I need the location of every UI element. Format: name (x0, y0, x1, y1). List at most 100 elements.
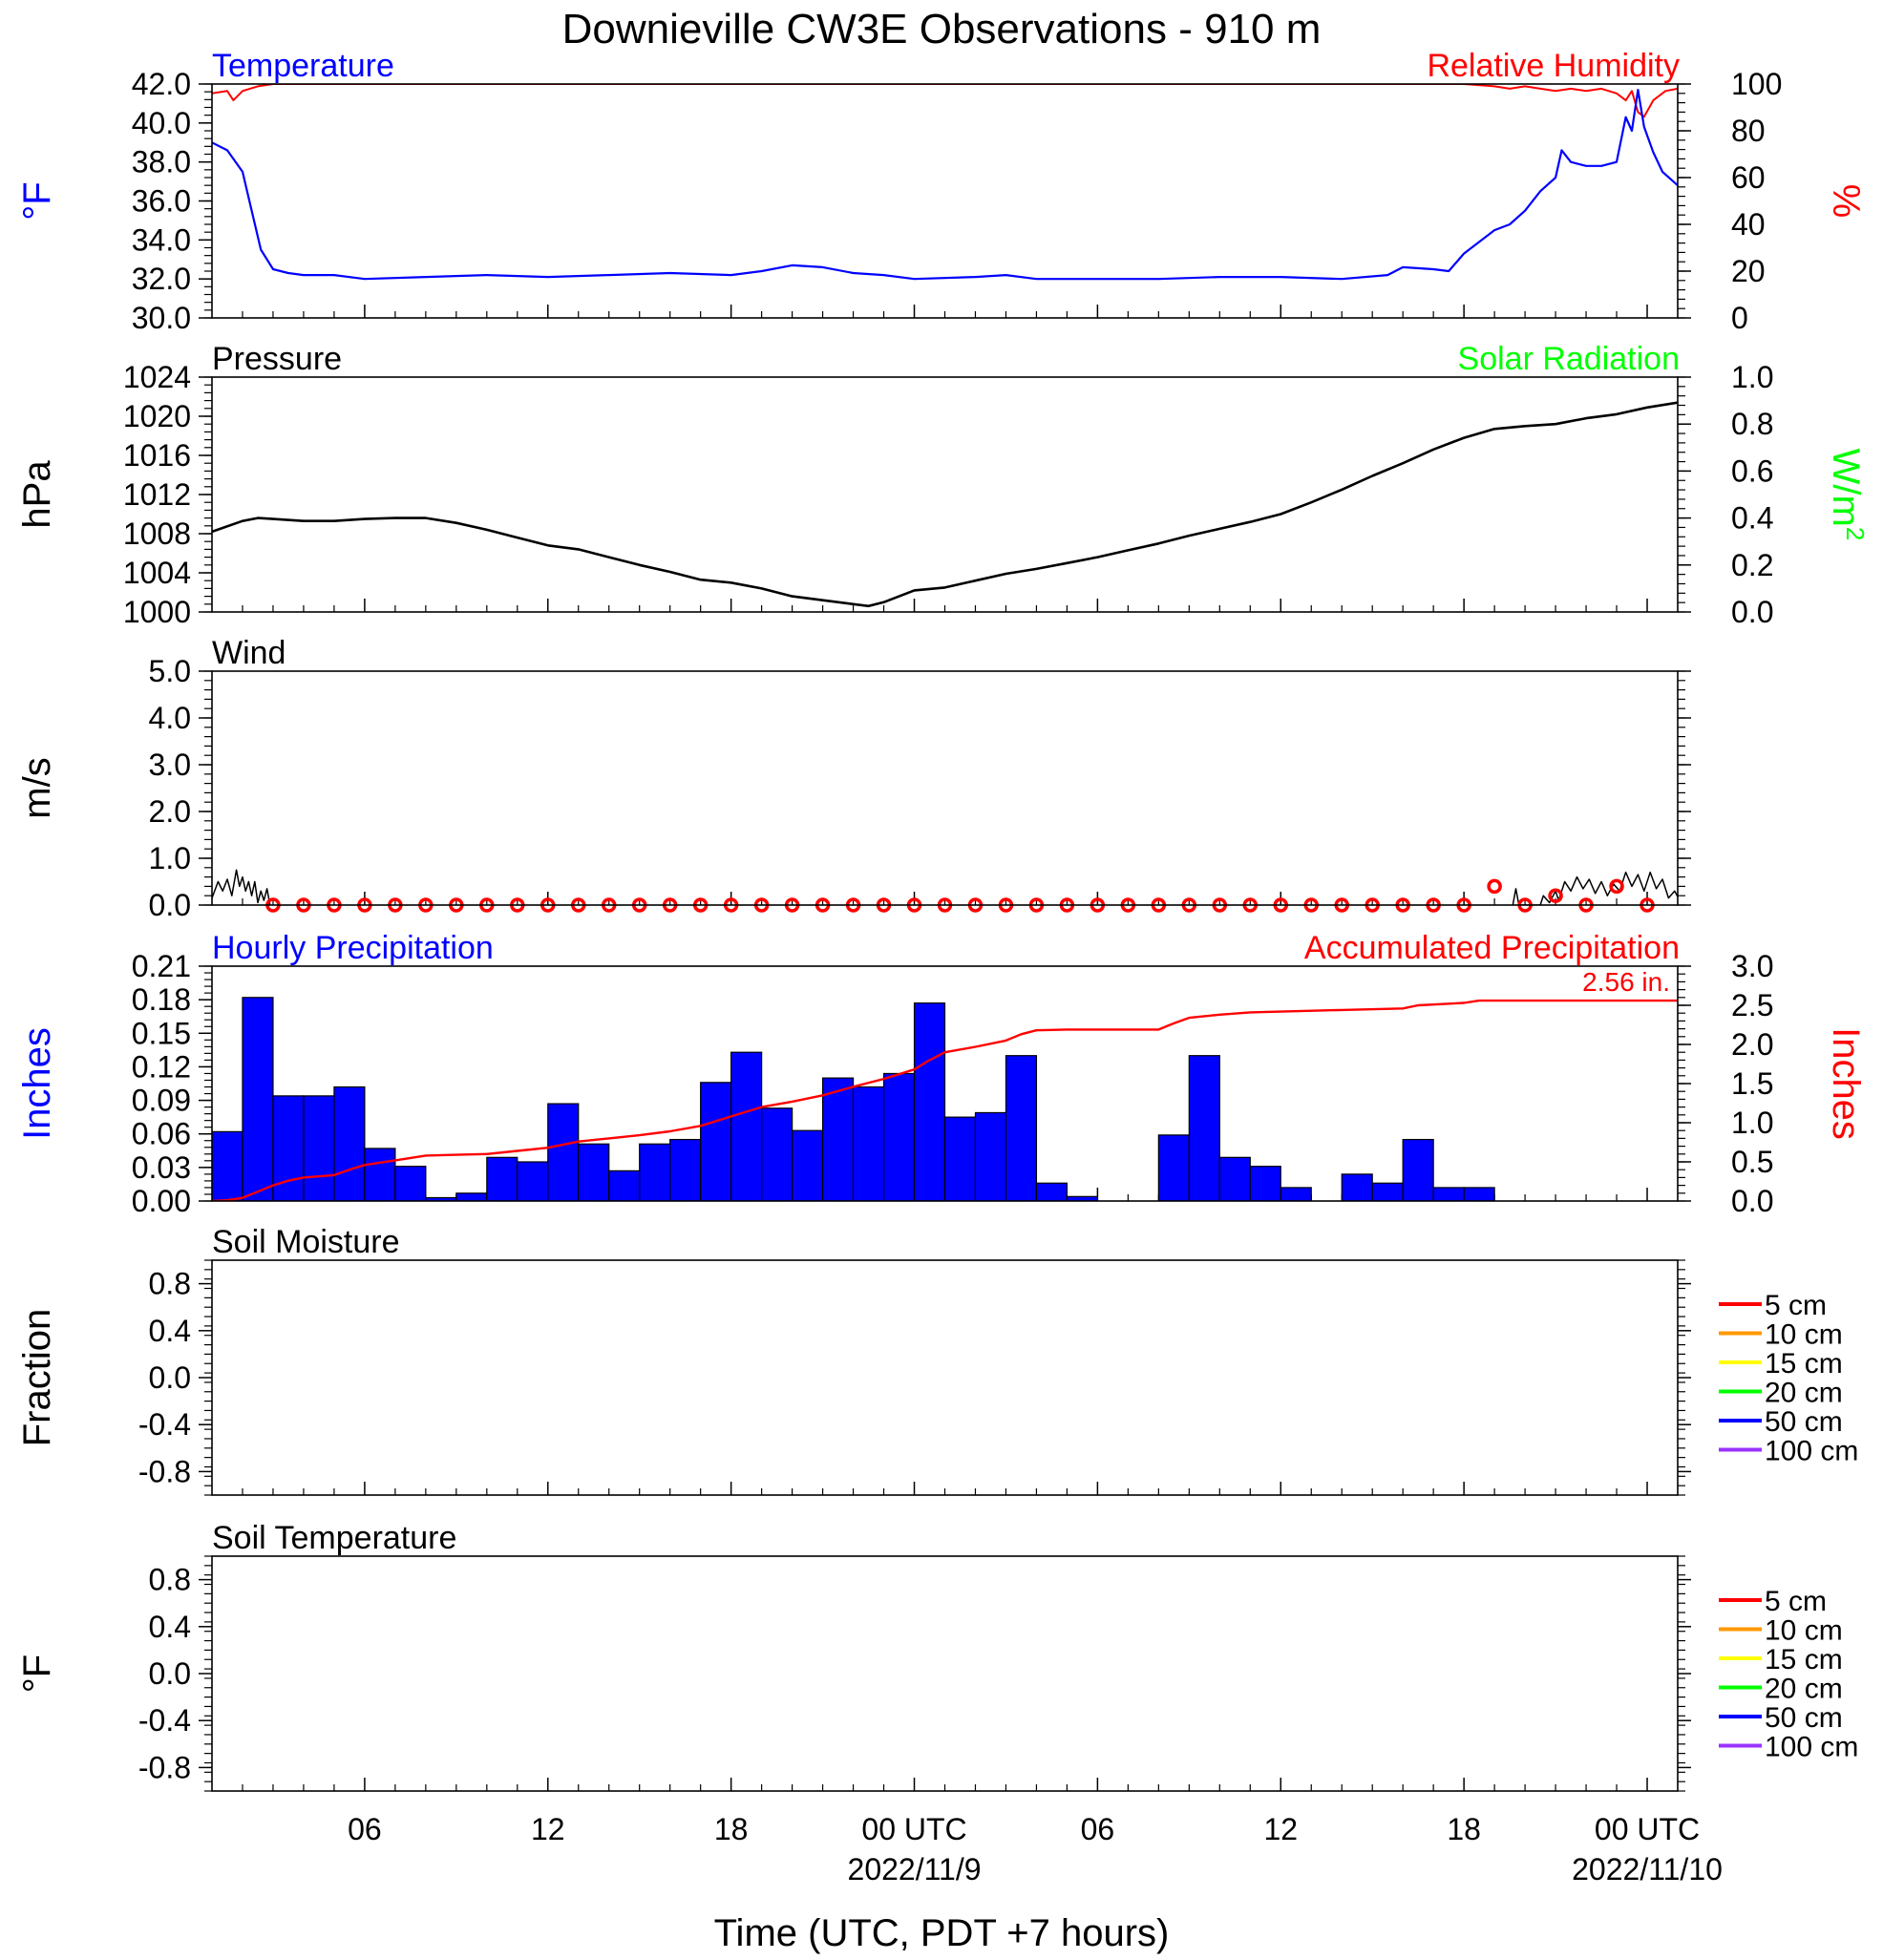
panel-precipitation: 0.000.030.060.090.120.150.180.21 0.0 0.5 1.… (16, 930, 1867, 1218)
y-axis-label-left: °F (16, 181, 58, 220)
y-tick-label-right: 3.0 (1731, 949, 1773, 983)
plot-area (212, 997, 1678, 1201)
legend-label: 20 cm (1765, 1378, 1843, 1409)
x-tick-label: 12 (1263, 1812, 1298, 1846)
y-tick-label-right: 0.4 (1731, 501, 1773, 536)
legend-label: 15 cm (1765, 1644, 1843, 1675)
y-tick-label-right: 1.5 (1731, 1066, 1773, 1101)
hourly-precip-bar (792, 1129, 824, 1201)
y-tick-label: 1012 (123, 477, 191, 512)
y-tick-label-right: 80 (1731, 114, 1766, 148)
hourly-precip-bar (242, 997, 274, 1201)
time-axis: 06 12 18 00 UTC 2022/11/9 06 12 18 00 UTC 2022/11… (348, 1812, 1723, 1886)
hourly-precip-bar (974, 1111, 1007, 1201)
hourly-precip-bar (1157, 1134, 1190, 1201)
hourly-precip-bar (455, 1192, 488, 1201)
x-date-label: 2022/11/9 (848, 1852, 982, 1886)
y-tick-label: 0.4 (149, 1610, 191, 1644)
y-tick-label: 1020 (123, 399, 191, 433)
y-axis-label-left: Inches (16, 1027, 58, 1140)
chart-title: Downieville CW3E Observations - 910 m (562, 6, 1322, 53)
hourly-precip-bar (333, 1085, 366, 1201)
hourly-precip-bar (547, 1103, 580, 1201)
y-tick-label: 1016 (123, 438, 191, 473)
y-tick-label: -0.4 (138, 1703, 191, 1738)
wind-gust-marker (1609, 878, 1624, 895)
panel-frame (211, 1259, 1679, 1496)
legend-label: 50 cm (1765, 1406, 1843, 1438)
y-tick-label-right: 1.0 (1731, 360, 1773, 394)
y-tick-label-right: 40 (1731, 207, 1766, 242)
panel-title-right: Relative Humidity (1427, 48, 1680, 84)
wind-speed-line (1512, 871, 1678, 905)
y-tick-label: -0.8 (138, 1454, 191, 1488)
y-axis-label-left: °F (16, 1654, 58, 1693)
legend-label: 5 cm (1765, 1290, 1827, 1321)
panel-wind: 0.0 1.0 2.0 3.0 4.0 5.0 Wind m/s (16, 635, 1691, 922)
y-tick-label: 0.4 (149, 1314, 191, 1348)
hourly-precip-bar (669, 1138, 702, 1201)
hourly-precip-bar (517, 1161, 549, 1201)
plot-area (212, 84, 1678, 281)
panel-title-left: Soil Moisture (212, 1224, 400, 1260)
legend-label: 10 cm (1765, 1319, 1843, 1351)
y-tick-label: 32.0 (132, 262, 191, 296)
x-tick-label: 18 (714, 1812, 749, 1846)
y-tick-label: 0.15 (132, 1016, 191, 1050)
hourly-precip-bar (1066, 1195, 1098, 1201)
y-tick-label-right: 0.0 (1731, 595, 1773, 629)
y-tick-label: 40.0 (132, 106, 191, 140)
panel-frame (211, 670, 1679, 906)
x-tick-label: 18 (1447, 1812, 1481, 1846)
y-tick-label-right: 2.5 (1731, 988, 1773, 1022)
wind-speed-line (212, 869, 271, 905)
panel-title-right: Solar Radiation (1458, 341, 1680, 377)
hourly-precip-bar (1218, 1156, 1251, 1201)
hourly-precip-bar (882, 1072, 916, 1201)
panel-soil-moisture: -0.8 -0.4 0.0 0.4 0.8 Soil Moisture Fraction 5 … (16, 1224, 1858, 1496)
x-axis-label: Time (UTC, PDT +7 hours) (714, 1912, 1170, 1954)
y-tick-label-right: 0.6 (1731, 453, 1773, 488)
wind-gust-marker (1548, 888, 1563, 903)
y-axis-label-right: % (1825, 184, 1867, 219)
y-tick-label-right: 0.8 (1731, 407, 1773, 441)
panel-title-left: Temperature (212, 48, 394, 84)
y-tick-label: 2.0 (149, 794, 191, 829)
y-tick-label: 0.18 (132, 982, 191, 1017)
plot-area (212, 869, 1678, 905)
y-tick-label-right: 20 (1731, 254, 1766, 288)
legend-label: 100 cm (1765, 1732, 1858, 1763)
y-axis-label-left: m/s (16, 757, 58, 818)
hourly-precip-bar (1341, 1173, 1373, 1201)
hourly-precip-bar (639, 1143, 671, 1201)
panel-frame (211, 83, 1679, 319)
hourly-precip-bar (394, 1166, 427, 1201)
panel-frame (211, 376, 1679, 613)
y-tick-label: 0.00 (132, 1184, 191, 1218)
legend-label: 20 cm (1765, 1674, 1843, 1705)
hourly-precip-bar (1188, 1055, 1220, 1201)
hourly-precip-bar (1005, 1055, 1038, 1201)
hourly-precip-bar (1402, 1138, 1434, 1201)
x-tick-label: 06 (1081, 1812, 1115, 1846)
y-axis-label-left: hPa (16, 460, 58, 529)
y-tick-label: 0.09 (132, 1084, 191, 1118)
y-tick-label-right: 0.0 (1731, 1184, 1773, 1218)
y-tick-label: 1008 (123, 516, 191, 551)
x-date-label: 2022/11/10 (1572, 1852, 1723, 1886)
unit-superscript: 2 (1841, 527, 1870, 540)
y-tick-label: 1000 (123, 595, 191, 629)
y-axis-label-right: W/m2 (1825, 449, 1870, 541)
humidity-line (212, 84, 1678, 118)
y-tick-label-right: 0.5 (1731, 1145, 1773, 1179)
hourly-precip-bar (272, 1095, 305, 1201)
legend-label: 5 cm (1765, 1586, 1827, 1617)
panel-title-left: Soil Temperature (212, 1520, 456, 1556)
y-tick-label: 42.0 (132, 67, 191, 101)
y-tick-label: -0.8 (138, 1750, 191, 1784)
hourly-precip-bar (730, 1051, 763, 1201)
y-tick-label-right: 2.0 (1731, 1027, 1773, 1062)
hourly-precip-bar (1371, 1182, 1404, 1201)
hourly-precip-bar (913, 1002, 946, 1201)
